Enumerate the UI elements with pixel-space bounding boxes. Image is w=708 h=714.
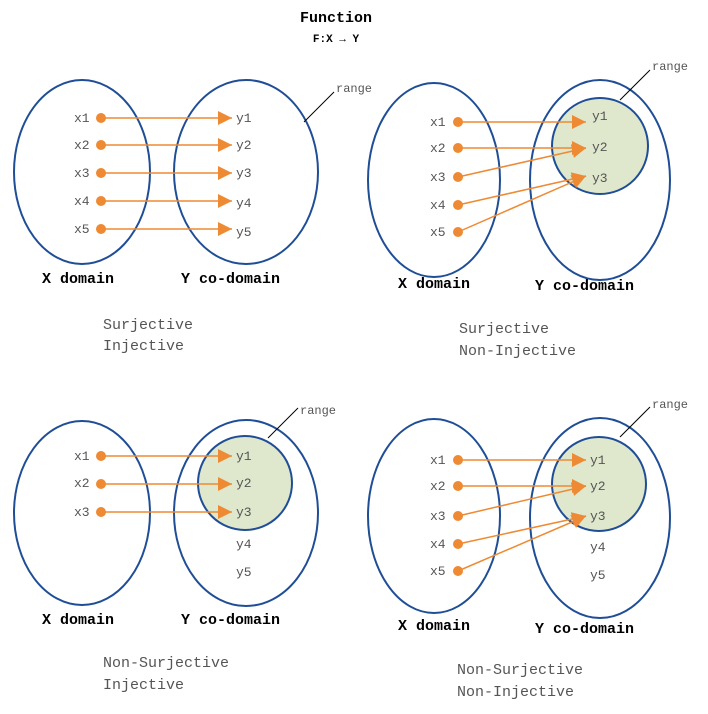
codomain-ellipse [173, 79, 319, 265]
domain-ellipse [367, 82, 501, 278]
mapping-arrow [457, 175, 587, 233]
domain-item: x3 [430, 509, 446, 524]
domain-ellipse [13, 79, 151, 265]
codomain-item: y5 [590, 568, 606, 583]
mapping-arrow [457, 515, 587, 572]
caption-line: Injective [103, 338, 184, 355]
codomain-ellipse [529, 79, 671, 281]
codomain-item: y3 [236, 505, 252, 520]
domain-label: X domain [398, 276, 470, 293]
domain-item: x3 [74, 505, 90, 520]
caption-line: Non-Surjective [103, 655, 229, 672]
mapping-arrow [457, 482, 587, 517]
domain-item: x5 [430, 564, 446, 579]
codomain-item: y4 [236, 537, 252, 552]
codomain-item: y1 [590, 453, 606, 468]
range-label: range [336, 82, 372, 96]
domain-item: x3 [430, 170, 446, 185]
codomain-label: Y co-domain [181, 271, 280, 288]
panel-non-surjective-non-injective: range x1 x2 x3 x4 x5 y1 y2 y3 y4 y5 X do… [367, 398, 688, 701]
mapping-arrow [457, 172, 587, 206]
domain-item: x2 [430, 141, 446, 156]
domain-item: x1 [74, 449, 90, 464]
codomain-item: y5 [236, 225, 252, 240]
domain-item: x4 [430, 198, 446, 213]
domain-item: x5 [430, 225, 446, 240]
caption-line: Injective [103, 677, 184, 694]
range-leader-line [619, 406, 651, 438]
domain-item: x4 [74, 194, 90, 209]
codomain-ellipse [173, 419, 319, 607]
codomain-item: y2 [236, 138, 252, 153]
mapping-arrow [457, 512, 587, 545]
codomain-item: y1 [592, 109, 608, 124]
codomain-item: y1 [236, 111, 252, 126]
page-subtitle: F:X → Y [313, 34, 360, 46]
domain-label: X domain [398, 618, 470, 635]
codomain-item: y5 [236, 565, 252, 580]
range-leader-line [303, 91, 335, 123]
codomain-item: y4 [236, 196, 252, 211]
domain-item: x1 [430, 115, 446, 130]
page-title: Function [300, 10, 372, 27]
range-leader-line [619, 69, 651, 101]
domain-item: x5 [74, 222, 90, 237]
codomain-item: y2 [590, 479, 606, 494]
codomain-item: y1 [236, 449, 252, 464]
domain-item: x1 [430, 453, 446, 468]
codomain-item: y3 [590, 509, 606, 524]
domain-item: x3 [74, 166, 90, 181]
caption-line: Surjective [459, 321, 549, 338]
domain-item: x2 [74, 476, 90, 491]
codomain-label: Y co-domain [535, 278, 634, 295]
codomain-ellipse [529, 417, 671, 619]
domain-label: X domain [42, 612, 114, 629]
caption-line: Surjective [103, 317, 193, 334]
codomain-item: y3 [236, 166, 252, 181]
domain-label: X domain [42, 271, 114, 288]
panel-non-surjective-injective: range x1 x2 x3 y1 y2 y3 y4 y5 X domain Y… [13, 404, 336, 694]
codomain-item: y2 [592, 140, 608, 155]
caption-line: Non-Injective [459, 343, 576, 360]
range-label: range [652, 398, 688, 412]
range-leader-line [267, 407, 299, 439]
panel-surjective-non-injective: range x1 x2 x3 x4 x5 y1 y2 y3 X domain Y… [367, 60, 688, 360]
caption-line: Non-Surjective [457, 662, 583, 679]
codomain-label: Y co-domain [535, 621, 634, 638]
codomain-item: y4 [590, 540, 606, 555]
mapping-arrow [457, 144, 587, 178]
domain-ellipse [13, 420, 151, 606]
domain-item: x2 [430, 479, 446, 494]
codomain-item: y2 [236, 476, 252, 491]
codomain-label: Y co-domain [181, 612, 280, 629]
domain-item: x1 [74, 111, 90, 126]
codomain-item: y3 [592, 171, 608, 186]
range-label: range [300, 404, 336, 418]
range-label: range [652, 60, 688, 74]
caption-line: Non-Injective [457, 684, 574, 701]
domain-item: x2 [74, 138, 90, 153]
domain-item: x4 [430, 537, 446, 552]
domain-ellipse [367, 418, 501, 614]
panel-surjective-injective: range x1 x2 x3 x4 x5 y1 y2 y3 y4 y5 X do… [13, 79, 372, 355]
